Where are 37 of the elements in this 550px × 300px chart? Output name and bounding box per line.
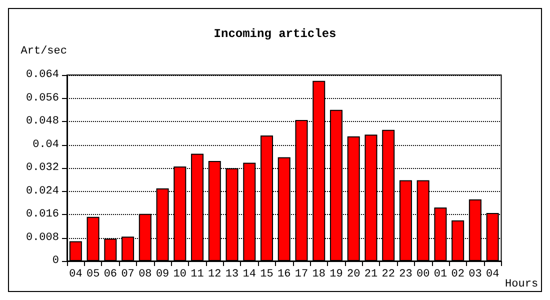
x-tick-label: 00 [416, 268, 430, 280]
x-tick-label: 18 [312, 268, 326, 280]
x-tick-label: 06 [104, 268, 118, 280]
x-tick-label: 04 [69, 268, 83, 280]
x-tick-label: 05 [86, 268, 100, 280]
x-tick-label: 11 [190, 268, 204, 280]
y-tick-label: 0.024 [26, 185, 60, 198]
y-tick-label: 0.064 [26, 69, 60, 81]
y-tick-label: 0.016 [26, 208, 59, 220]
x-tick-label: 01 [434, 268, 448, 280]
x-tick-label: 20 [347, 268, 360, 280]
x-tick-label: 15 [260, 268, 274, 280]
y-axis-title: Art/sec [20, 46, 67, 58]
x-tick-label: 17 [294, 268, 308, 280]
x-tick-label: 07 [121, 268, 134, 280]
x-tick-label: 10 [173, 268, 187, 280]
x-tick-label: 14 [242, 268, 256, 280]
y-tick-label: 0.008 [26, 232, 59, 244]
y-tick-label: 0.056 [26, 92, 59, 104]
x-tick-label: 12 [208, 268, 222, 280]
x-tick-label: 16 [278, 268, 291, 280]
x-tick-label: 08 [138, 268, 152, 280]
x-tick-label: 04 [486, 268, 500, 280]
x-tick-label: 23 [399, 268, 412, 280]
y-tick-label: 0.048 [26, 116, 59, 128]
x-tick-label: 13 [225, 268, 239, 280]
x-tick-label: 22 [382, 268, 395, 280]
chart-title: Incoming articles [214, 27, 336, 41]
x-tick-label: 09 [156, 268, 170, 280]
x-tick-label: 21 [364, 268, 378, 280]
x-tick-label: 03 [468, 268, 482, 280]
x-axis-title: Hours [505, 278, 538, 290]
x-tick-label: 02 [451, 268, 464, 280]
y-tick-label: 0 [52, 255, 59, 267]
y-tick-label: 0.04 [32, 138, 60, 151]
y-tick-label: 0.032 [26, 162, 59, 174]
x-tick-label: 19 [330, 268, 343, 280]
